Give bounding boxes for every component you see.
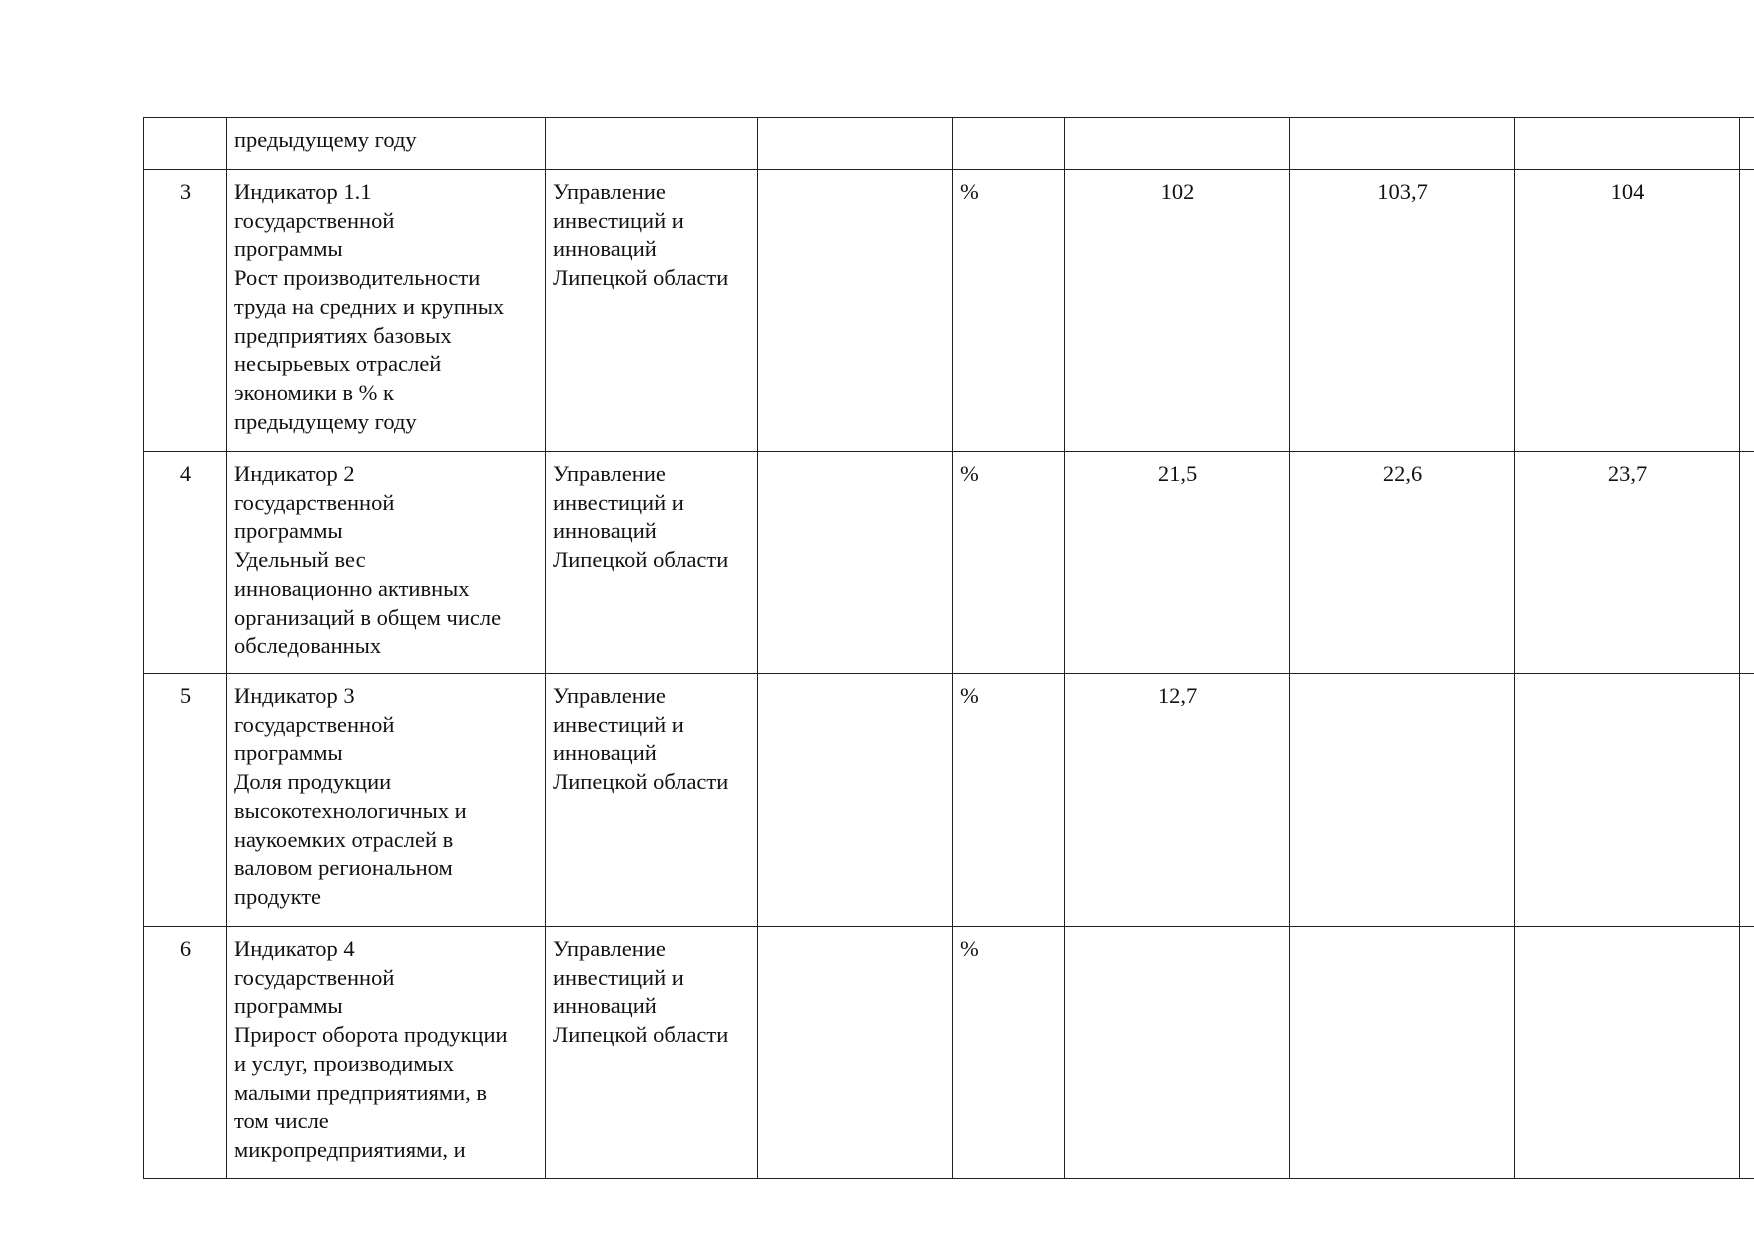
row-number: 5 <box>143 673 227 927</box>
indicator-name: Индикатор 1.1 государственной программы … <box>226 169 546 452</box>
value-year-2: 22,6 <box>1289 451 1515 674</box>
table-row: 4 Индикатор 2 государственной программы … <box>143 451 1754 674</box>
row-number: 4 <box>143 451 227 674</box>
row-number: 3 <box>143 169 227 452</box>
unit-of-measure: % <box>952 451 1065 674</box>
empty-cell <box>757 673 953 927</box>
table-row: 6 Индикатор 4 государственной программы … <box>143 926 1754 1179</box>
cut-off-cell <box>1739 117 1754 170</box>
value-year-3: 104 <box>1514 169 1740 452</box>
value-year-2 <box>1289 926 1515 1179</box>
value-year-3: 23,7 <box>1514 451 1740 674</box>
row-number <box>143 117 227 170</box>
responsible-executor: Управление инвестиций и инноваций Липецк… <box>545 926 758 1179</box>
indicator-name: предыдущему году <box>226 117 546 170</box>
value-year-3 <box>1514 673 1740 927</box>
table-row: 5 Индикатор 3 государственной программы … <box>143 673 1754 927</box>
unit-of-measure: % <box>952 673 1065 927</box>
value-year-2 <box>1289 673 1515 927</box>
indicator-name: Индикатор 2 государственной программы Уд… <box>226 451 546 674</box>
cut-off-cell <box>1739 673 1754 927</box>
cut-off-cell <box>1739 169 1754 452</box>
value-year-1: 21,5 <box>1064 451 1290 674</box>
value-year-1 <box>1064 117 1290 170</box>
cut-off-cell <box>1739 451 1754 674</box>
table-row: 3 Индикатор 1.1 государственной программ… <box>143 169 1754 452</box>
cut-off-cell <box>1739 926 1754 1179</box>
value-year-1 <box>1064 926 1290 1179</box>
empty-cell <box>757 926 953 1179</box>
unit-of-measure: % <box>952 169 1065 452</box>
value-year-3 <box>1514 926 1740 1179</box>
empty-cell <box>757 169 953 452</box>
value-year-2 <box>1289 117 1515 170</box>
unit-of-measure: % <box>952 926 1065 1179</box>
responsible-executor <box>545 117 758 170</box>
row-number: 6 <box>143 926 227 1179</box>
responsible-executor: Управление инвестиций и инноваций Липецк… <box>545 451 758 674</box>
value-year-3 <box>1514 117 1740 170</box>
indicator-name: Индикатор 3 государственной программы До… <box>226 673 546 927</box>
value-year-1: 102 <box>1064 169 1290 452</box>
unit-of-measure <box>952 117 1065 170</box>
value-year-2: 103,7 <box>1289 169 1515 452</box>
indicator-name: Индикатор 4 государственной программы Пр… <box>226 926 546 1179</box>
indicators-table: предыдущему году 3 Индикатор 1.1 государ… <box>143 117 1754 1179</box>
table-row: предыдущему году <box>143 117 1754 170</box>
responsible-executor: Управление инвестиций и инноваций Липецк… <box>545 169 758 452</box>
responsible-executor: Управление инвестиций и инноваций Липецк… <box>545 673 758 927</box>
empty-cell <box>757 117 953 170</box>
empty-cell <box>757 451 953 674</box>
value-year-1: 12,7 <box>1064 673 1290 927</box>
